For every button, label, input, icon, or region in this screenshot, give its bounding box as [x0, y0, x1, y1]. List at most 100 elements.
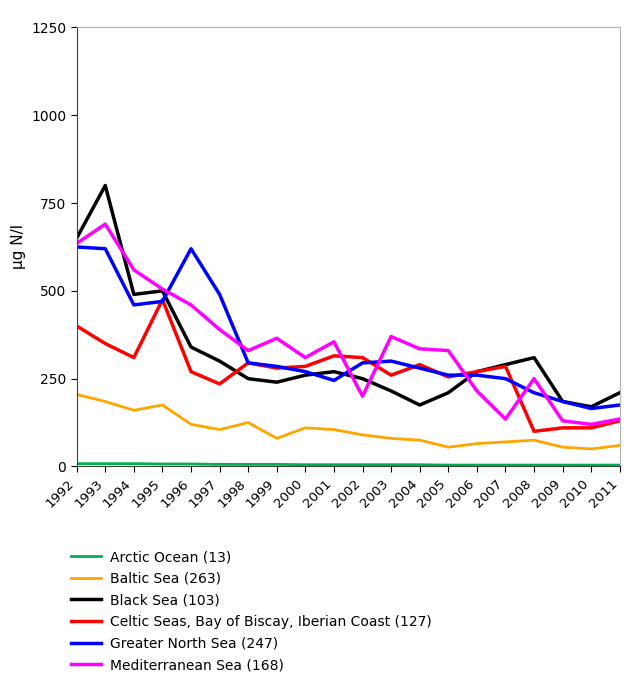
Greater North Sea (247) — [187, 245, 195, 253]
Celtic Seas, Bay of Biscay, Iberian Coast (127) — [158, 296, 166, 304]
Celtic Seas, Bay of Biscay, Iberian Coast (127) — [302, 362, 309, 370]
Mediterranean Sea (168) — [416, 344, 424, 353]
Arctic Ocean (13) — [473, 461, 481, 469]
Greater North Sea (247) — [130, 300, 137, 309]
Black Sea (103) — [102, 181, 109, 189]
Black Sea (103) — [559, 397, 567, 405]
Arctic Ocean (13) — [244, 460, 252, 469]
Y-axis label: μg N/l: μg N/l — [11, 224, 26, 270]
Baltic Sea (263) — [130, 406, 137, 414]
Black Sea (103) — [358, 375, 366, 383]
Arctic Ocean (13) — [358, 460, 366, 469]
Arctic Ocean (13) — [587, 461, 595, 469]
Mediterranean Sea (168) — [273, 334, 281, 342]
Black Sea (103) — [187, 343, 195, 351]
Celtic Seas, Bay of Biscay, Iberian Coast (127) — [559, 424, 567, 432]
Arctic Ocean (13) — [445, 461, 452, 469]
Greater North Sea (247) — [302, 368, 309, 376]
Celtic Seas, Bay of Biscay, Iberian Coast (127) — [244, 359, 252, 367]
Celtic Seas, Bay of Biscay, Iberian Coast (127) — [358, 353, 366, 362]
Baltic Sea (263) — [216, 425, 224, 434]
Baltic Sea (263) — [387, 434, 395, 442]
Line: Celtic Seas, Bay of Biscay, Iberian Coast (127): Celtic Seas, Bay of Biscay, Iberian Coas… — [77, 300, 620, 431]
Mediterranean Sea (168) — [216, 325, 224, 333]
Arctic Ocean (13) — [530, 461, 538, 469]
Baltic Sea (263) — [358, 431, 366, 439]
Line: Black Sea (103): Black Sea (103) — [77, 185, 620, 407]
Celtic Seas, Bay of Biscay, Iberian Coast (127) — [387, 371, 395, 379]
Black Sea (103) — [302, 371, 309, 379]
Black Sea (103) — [587, 403, 595, 411]
Celtic Seas, Bay of Biscay, Iberian Coast (127) — [587, 424, 595, 432]
Mediterranean Sea (168) — [502, 415, 509, 423]
Black Sea (103) — [273, 378, 281, 386]
Celtic Seas, Bay of Biscay, Iberian Coast (127) — [330, 352, 338, 360]
Baltic Sea (263) — [587, 445, 595, 453]
Baltic Sea (263) — [616, 441, 624, 449]
Mediterranean Sea (168) — [330, 338, 338, 346]
Celtic Seas, Bay of Biscay, Iberian Coast (127) — [73, 322, 81, 330]
Arctic Ocean (13) — [216, 460, 224, 469]
Greater North Sea (247) — [559, 397, 567, 405]
Arctic Ocean (13) — [130, 460, 137, 468]
Greater North Sea (247) — [616, 401, 624, 409]
Celtic Seas, Bay of Biscay, Iberian Coast (127) — [416, 361, 424, 369]
Greater North Sea (247) — [158, 297, 166, 305]
Baltic Sea (263) — [302, 424, 309, 432]
Line: Mediterranean Sea (168): Mediterranean Sea (168) — [77, 224, 620, 425]
Baltic Sea (263) — [187, 421, 195, 429]
Celtic Seas, Bay of Biscay, Iberian Coast (127) — [530, 427, 538, 436]
Celtic Seas, Bay of Biscay, Iberian Coast (127) — [616, 416, 624, 425]
Greater North Sea (247) — [244, 359, 252, 367]
Greater North Sea (247) — [445, 371, 452, 379]
Black Sea (103) — [473, 368, 481, 376]
Celtic Seas, Bay of Biscay, Iberian Coast (127) — [130, 353, 137, 362]
Black Sea (103) — [216, 357, 224, 365]
Legend: Arctic Ocean (13), Baltic Sea (263), Black Sea (103), Celtic Seas, Bay of Biscay: Arctic Ocean (13), Baltic Sea (263), Bla… — [71, 550, 431, 672]
Arctic Ocean (13) — [502, 461, 509, 469]
Arctic Ocean (13) — [73, 460, 81, 468]
Baltic Sea (263) — [73, 390, 81, 399]
Celtic Seas, Bay of Biscay, Iberian Coast (127) — [187, 368, 195, 376]
Celtic Seas, Bay of Biscay, Iberian Coast (127) — [273, 364, 281, 372]
Line: Greater North Sea (247): Greater North Sea (247) — [77, 247, 620, 409]
Mediterranean Sea (168) — [559, 416, 567, 425]
Mediterranean Sea (168) — [187, 300, 195, 309]
Black Sea (103) — [445, 388, 452, 397]
Black Sea (103) — [73, 234, 81, 242]
Greater North Sea (247) — [587, 405, 595, 413]
Arctic Ocean (13) — [330, 460, 338, 469]
Celtic Seas, Bay of Biscay, Iberian Coast (127) — [502, 362, 509, 370]
Greater North Sea (247) — [73, 243, 81, 251]
Baltic Sea (263) — [530, 436, 538, 445]
Arctic Ocean (13) — [102, 460, 109, 468]
Mediterranean Sea (168) — [302, 353, 309, 362]
Baltic Sea (263) — [158, 401, 166, 409]
Greater North Sea (247) — [473, 371, 481, 379]
Greater North Sea (247) — [102, 245, 109, 253]
Greater North Sea (247) — [216, 290, 224, 298]
Mediterranean Sea (168) — [358, 392, 366, 401]
Mediterranean Sea (168) — [387, 333, 395, 341]
Arctic Ocean (13) — [416, 460, 424, 469]
Celtic Seas, Bay of Biscay, Iberian Coast (127) — [473, 368, 481, 376]
Baltic Sea (263) — [273, 434, 281, 442]
Celtic Seas, Bay of Biscay, Iberian Coast (127) — [102, 340, 109, 348]
Arctic Ocean (13) — [387, 460, 395, 469]
Celtic Seas, Bay of Biscay, Iberian Coast (127) — [445, 372, 452, 381]
Arctic Ocean (13) — [158, 460, 166, 468]
Mediterranean Sea (168) — [530, 375, 538, 383]
Celtic Seas, Bay of Biscay, Iberian Coast (127) — [216, 380, 224, 388]
Arctic Ocean (13) — [559, 461, 567, 469]
Greater North Sea (247) — [387, 357, 395, 365]
Baltic Sea (263) — [445, 443, 452, 451]
Greater North Sea (247) — [358, 359, 366, 367]
Mediterranean Sea (168) — [473, 387, 481, 395]
Baltic Sea (263) — [502, 438, 509, 446]
Black Sea (103) — [502, 361, 509, 369]
Baltic Sea (263) — [473, 440, 481, 448]
Black Sea (103) — [244, 375, 252, 383]
Black Sea (103) — [530, 353, 538, 362]
Mediterranean Sea (168) — [158, 285, 166, 293]
Greater North Sea (247) — [273, 362, 281, 370]
